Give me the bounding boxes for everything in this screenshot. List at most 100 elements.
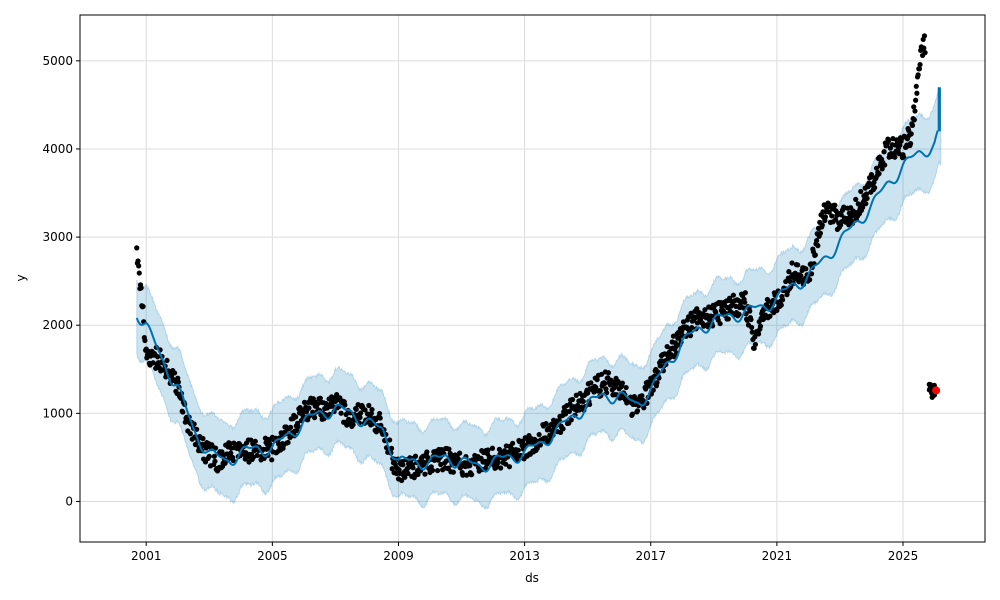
- actual-point: [752, 341, 759, 348]
- actual-point: [876, 171, 882, 177]
- actual-point: [503, 461, 509, 467]
- actual-point: [434, 467, 441, 474]
- actual-point: [742, 299, 748, 305]
- actual-point: [230, 457, 236, 464]
- actual-point: [882, 162, 888, 168]
- x-tick-label: 2021: [762, 549, 793, 563]
- actual-point: [297, 405, 303, 411]
- actual-point: [702, 307, 708, 313]
- actual-point: [580, 398, 586, 405]
- actual-point: [789, 260, 795, 266]
- y-tick-label: 1000: [42, 406, 73, 420]
- actual-point: [429, 467, 436, 473]
- actual-point: [310, 396, 316, 402]
- x-tick-label: 2009: [383, 549, 414, 563]
- actual-point: [467, 463, 473, 469]
- actual-point: [463, 472, 470, 478]
- actual-point: [832, 202, 838, 208]
- actual-point: [482, 465, 489, 471]
- actual-point: [560, 426, 566, 432]
- actual-point: [301, 399, 308, 405]
- actual-point: [334, 391, 340, 398]
- actual-point: [913, 97, 919, 103]
- actual-point: [597, 387, 603, 394]
- actual-point: [694, 306, 700, 312]
- actual-point: [415, 471, 421, 477]
- actual-point: [786, 269, 792, 275]
- actual-point: [594, 377, 600, 383]
- actual-point: [736, 311, 742, 317]
- actual-point: [457, 450, 463, 456]
- actual-point: [766, 298, 772, 304]
- actual-point: [907, 141, 914, 147]
- actual-point: [154, 354, 161, 360]
- highlight-point: [932, 386, 941, 395]
- actual-point: [366, 402, 372, 409]
- actual-point: [872, 185, 878, 191]
- y-tick-label: 2000: [42, 318, 73, 332]
- actual-point: [926, 387, 932, 393]
- actual-point: [515, 447, 521, 453]
- actual-point: [921, 45, 927, 51]
- actual-point: [748, 316, 754, 323]
- actual-point: [908, 131, 914, 137]
- actual-point: [598, 371, 605, 377]
- actual-point: [689, 324, 695, 331]
- actual-point: [569, 396, 576, 403]
- actual-point: [671, 354, 677, 360]
- actual-point: [838, 212, 844, 218]
- actual-point: [694, 320, 701, 326]
- actual-point: [269, 457, 275, 463]
- actual-point: [405, 470, 411, 477]
- actual-point: [568, 417, 574, 423]
- actual-point: [752, 334, 758, 340]
- actual-point: [749, 324, 755, 331]
- actual-point: [672, 340, 678, 346]
- axis-ticks: 2001 2005 2009 2013 2017 2021 2025 0 1000 2000 300…: [42, 54, 918, 563]
- actual-point: [388, 445, 395, 451]
- actual-point: [911, 104, 917, 110]
- actual-point: [410, 465, 416, 471]
- actual-point: [922, 50, 928, 56]
- actual-point: [206, 453, 212, 459]
- actual-point: [187, 431, 193, 437]
- actual-point: [369, 406, 375, 413]
- actual-point: [506, 464, 513, 470]
- actual-point: [916, 66, 923, 72]
- actual-point: [779, 297, 786, 303]
- actual-point: [602, 380, 608, 387]
- y-tick-label: 4000: [42, 142, 73, 156]
- actual-point: [623, 384, 629, 391]
- actual-point: [885, 138, 892, 144]
- actual-point: [730, 292, 736, 298]
- actual-point: [912, 108, 918, 114]
- actual-point: [639, 393, 645, 399]
- actual-point: [368, 410, 374, 417]
- actual-point: [180, 409, 186, 415]
- actual-point: [543, 421, 549, 427]
- actual-point: [717, 321, 723, 327]
- actual-point: [657, 363, 663, 369]
- actual-point: [664, 343, 670, 350]
- actual-point: [450, 469, 456, 475]
- actual-point: [915, 72, 921, 78]
- actual-point: [495, 460, 501, 466]
- actual-point: [305, 417, 311, 423]
- actual-point: [634, 408, 641, 414]
- actual-point: [778, 302, 784, 308]
- actual-point: [629, 411, 636, 417]
- actual-point: [537, 442, 543, 448]
- actual-point: [484, 461, 490, 467]
- x-tick-label: 2017: [635, 549, 666, 563]
- actual-point: [814, 237, 820, 244]
- actual-point: [901, 154, 907, 160]
- actual-point: [294, 428, 300, 434]
- actual-point: [142, 337, 148, 344]
- actual-point: [153, 365, 159, 371]
- actual-point: [254, 452, 260, 458]
- actual-point: [725, 316, 731, 322]
- actual-point: [402, 474, 408, 480]
- actual-point: [911, 117, 917, 123]
- actual-point: [747, 308, 753, 314]
- y-axis-label: y: [14, 274, 28, 281]
